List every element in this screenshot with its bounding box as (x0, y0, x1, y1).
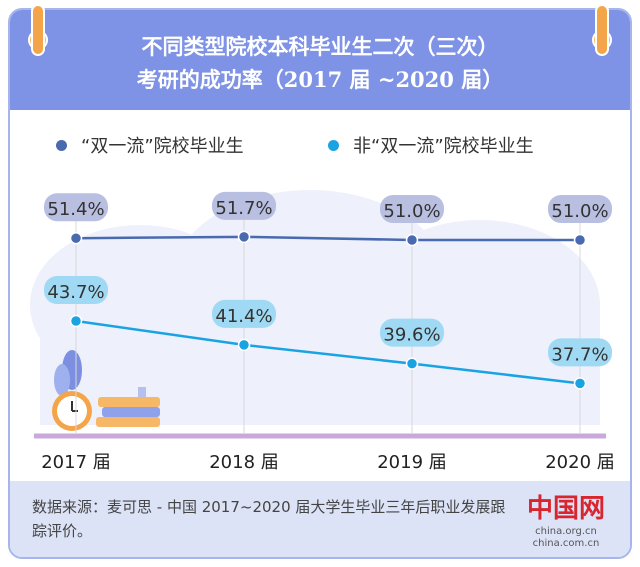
series-lines (75, 235, 581, 385)
data-label-s2-1: 43.7% (47, 282, 104, 303)
data-label-s2-2: 41.4% (215, 306, 272, 327)
clock-books-illustration (52, 350, 160, 431)
x-tick-2: 2018 届 (209, 452, 279, 473)
logo-url: china.org.cn (535, 526, 597, 537)
data-label-s1-4: 51.0% (551, 201, 608, 222)
binder-ring-right (595, 4, 609, 56)
point-s1-4 (573, 233, 587, 247)
point-s1-3 (405, 233, 419, 247)
data-label-s2-4: 37.7% (551, 344, 608, 365)
legend-label-series2: 非“双一流”院校毕业生 (353, 136, 534, 157)
series-line-2 (75, 319, 581, 385)
binder-ring-left (31, 4, 45, 56)
title-line-1: 不同类型院校本科毕业生二次（三次） (141, 34, 499, 59)
cloud-decoration (30, 190, 600, 425)
label-bg-s1-1 (44, 193, 108, 222)
point-s2-1 (69, 314, 83, 328)
point-s1-2 (237, 230, 251, 244)
x-tick-4: 2020 届 (545, 452, 615, 473)
legend-item-series2: 非“双一流”院校毕业生 (328, 132, 534, 162)
x-tick-1: 2017 届 (41, 452, 111, 473)
label-bg-s1-3 (380, 195, 444, 223)
legend-dot-series2 (328, 139, 339, 151)
x-tick-3: 2019 届 (377, 452, 447, 473)
x-axis-ticks: 2017 届 2018 届 2019 届 2020 届 (41, 452, 615, 473)
data-label-s1-3: 51.0% (383, 201, 440, 222)
legend-dot-series1 (56, 139, 67, 151)
data-labels: 51.4% 51.7% 51.0% 51.0% 43.7% 41.4% 39.6% 37.7% (44, 191, 612, 367)
legend-label-series1: “双一流”院校毕业生 (81, 136, 244, 157)
point-s2-4 (573, 377, 587, 390)
label-bg-s2-4 (548, 338, 612, 367)
legend: “双一流”院校毕业生 非“双一流”院校毕业生 (10, 132, 630, 162)
logo-text: 中国网 (527, 494, 605, 524)
label-bg-s1-4 (548, 195, 612, 223)
infographic-card: 不同类型院校本科毕业生二次（三次） 考研的成功率（2017 届 ~2020 届）… (8, 8, 632, 559)
label-bg-s2-3 (380, 318, 444, 347)
footer: 数据来源：麦可思 - 中国 2017~2020 届大学生毕业三年后职业发展跟踪评… (10, 481, 630, 557)
point-s2-2 (237, 338, 251, 352)
chart-title: 不同类型院校本科毕业生二次（三次） 考研的成功率（2017 届 ~2020 届） (10, 30, 630, 96)
point-s2-3 (405, 357, 419, 370)
data-points (69, 230, 587, 390)
source-note: 数据来源：麦可思 - 中国 2017~2020 届大学生毕业三年后职业发展跟踪评… (32, 498, 506, 540)
label-bg-s2-1 (44, 276, 108, 304)
label-bg-s1-2 (212, 191, 276, 220)
china-net-logo: 中国网 china.org.cn china.com.cn (527, 494, 605, 549)
title-line-2: 考研的成功率（2017 届 ~2020 届） (136, 67, 504, 92)
logo-url-2: china.com.cn (533, 538, 600, 549)
data-label-s1-1: 51.4% (47, 199, 104, 220)
series-line-1 (75, 235, 580, 242)
title-banner: 不同类型院校本科毕业生二次（三次） 考研的成功率（2017 届 ~2020 届） (10, 10, 630, 110)
data-label-s2-3: 39.6% (383, 325, 440, 346)
line-chart: 51.4% 51.7% 51.0% 51.0% 43.7% 41.4% 39.6% 37.7%… (30, 190, 615, 473)
data-label-s1-2: 51.7% (215, 198, 272, 219)
label-bg-s2-2 (212, 299, 276, 328)
legend-item-series1: “双一流”院校毕业生 (56, 132, 244, 162)
point-s1-1 (69, 231, 83, 245)
